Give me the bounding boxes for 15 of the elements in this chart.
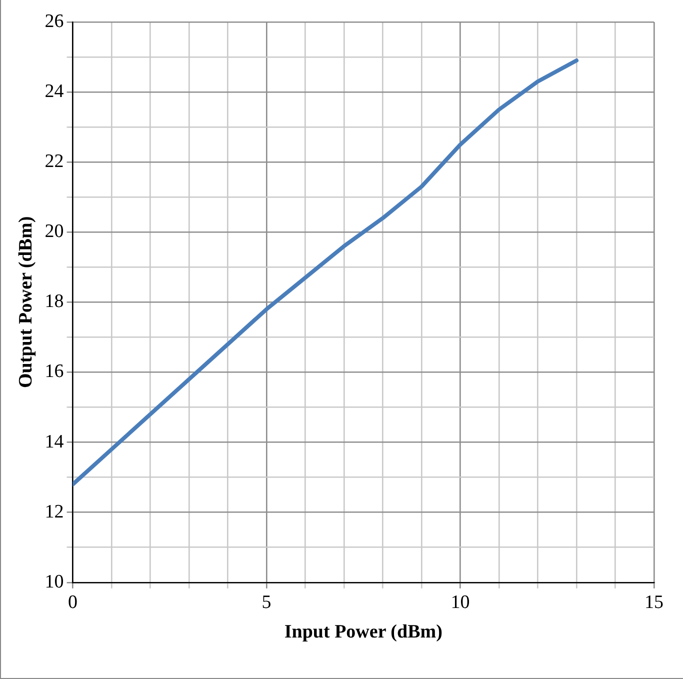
x-tick-label: 5 — [262, 592, 272, 613]
y-tick-label: 20 — [44, 221, 64, 242]
y-tick-label: 24 — [44, 81, 64, 102]
x-tick-label: 10 — [450, 592, 470, 613]
y-tick-label: 18 — [44, 291, 64, 312]
y-tick-label: 10 — [44, 571, 64, 592]
y-tick-label: 14 — [44, 431, 64, 452]
x-tick-label: 15 — [644, 592, 664, 613]
y-tick-label: 12 — [44, 501, 64, 522]
x-axis-title: Input Power (dBm) — [284, 622, 442, 643]
y-tick-label: 22 — [44, 151, 64, 172]
y-axis-title: Output Power (dBm) — [15, 216, 36, 388]
y-tick-label: 16 — [44, 361, 64, 382]
y-tick-label: 26 — [44, 10, 64, 32]
x-tick-label: 0 — [68, 592, 78, 613]
